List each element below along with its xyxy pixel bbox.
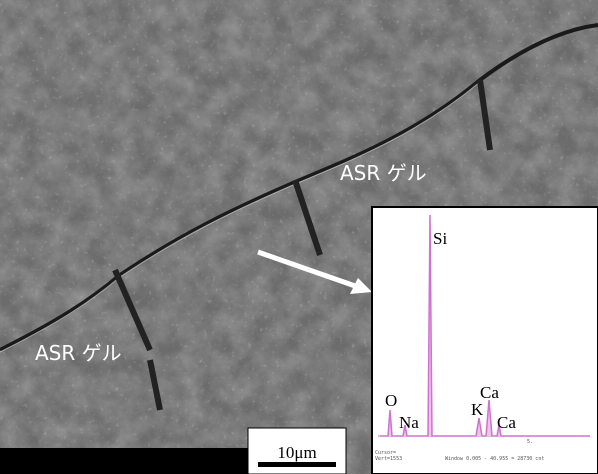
peak-label: Ca: [497, 413, 516, 432]
scale-bar: [258, 462, 336, 467]
footer-text: Vert=1553: [375, 456, 402, 462]
peak-label: Ca: [480, 383, 499, 402]
gel-label: ASR ゲル: [35, 341, 122, 365]
scale-label: 10μm: [277, 443, 316, 462]
gel-label: ASR ゲル: [340, 161, 427, 185]
peak-label: K: [471, 400, 484, 419]
info-strip: [0, 448, 248, 474]
micrograph-figure: ASR ゲル ASR ゲル 10μm Si O Na K Ca Ca 5. Cu…: [0, 0, 598, 474]
axis-label: 5.: [527, 439, 533, 445]
eds-inset: Si O Na K Ca Ca 5. Cursor= Vert=1553 Win…: [372, 207, 598, 474]
peak-label: Si: [433, 229, 447, 248]
peak-label: Na: [399, 413, 419, 432]
peak-label: O: [385, 391, 397, 410]
page: ASR ゲル ASR ゲル 10μm Si O Na K Ca Ca 5. Cu…: [0, 0, 598, 474]
footer-text: Window 0.005 - 40.955 = 28730 cnt: [445, 456, 544, 462]
